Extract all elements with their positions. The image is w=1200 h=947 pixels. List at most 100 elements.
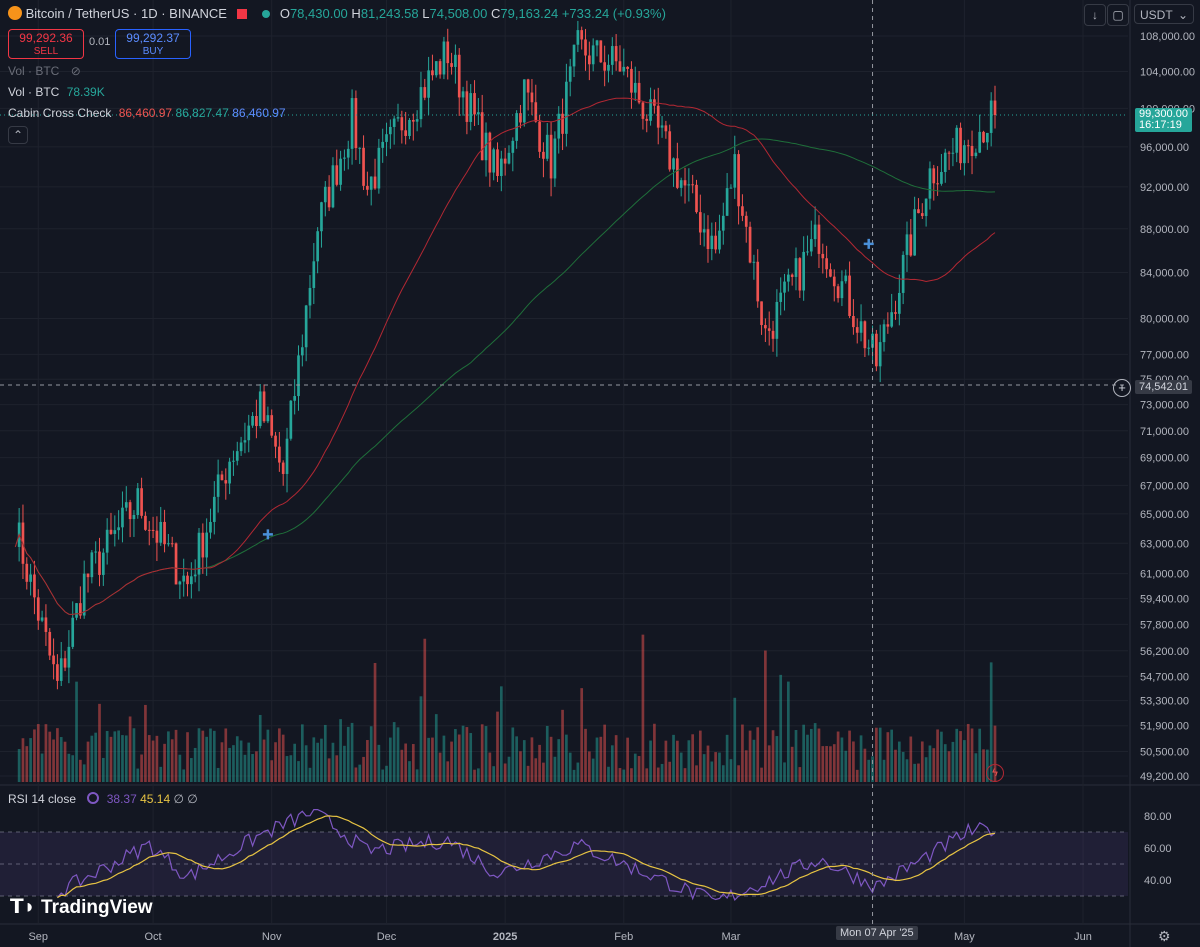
volume-bar — [63, 741, 67, 782]
cabin-value-1: 86,460.97 — [118, 106, 173, 120]
volume-bar — [155, 735, 159, 782]
volume-bar — [599, 736, 603, 782]
candle-body — [381, 141, 385, 148]
volume-bar — [744, 750, 748, 782]
volume-bar — [44, 724, 48, 782]
volume-bar — [668, 761, 672, 782]
volume-bar — [519, 751, 522, 782]
lightning-icon[interactable]: ϟ — [986, 764, 1004, 782]
candle-body — [484, 132, 488, 161]
price-tick-label: 65,000.00 — [1140, 509, 1189, 521]
candle-body — [86, 573, 90, 578]
volume-bar — [304, 745, 308, 782]
candle-body — [44, 617, 48, 632]
volume-bar — [182, 769, 186, 782]
volume-bar — [477, 768, 480, 782]
currency-select[interactable]: USDT ⌄ — [1134, 4, 1194, 24]
volume-bar — [327, 758, 331, 782]
candle-body — [767, 328, 771, 331]
candle-body — [251, 415, 254, 426]
volume-bar — [408, 761, 411, 782]
candle-body — [197, 532, 201, 575]
volume-bar — [492, 766, 496, 782]
candle-body — [415, 119, 419, 122]
cabin-legend[interactable]: Cabin Cross Check 86,460.97 86,827.47 86… — [8, 106, 286, 120]
volume-bar — [281, 734, 285, 782]
volume-bar — [672, 734, 675, 782]
volume-bar — [212, 730, 216, 782]
candle-body — [775, 301, 779, 339]
candle-body — [748, 226, 752, 263]
crosshair-price-badge: 74,542.01 — [1135, 380, 1192, 394]
volume-bar — [725, 734, 729, 782]
volume-bar — [637, 756, 641, 782]
candle-body — [721, 215, 725, 231]
collapse-legend-button[interactable]: ⌃ — [8, 126, 28, 144]
sell-button[interactable]: 99,292.36 SELL — [8, 29, 84, 59]
candle-body — [473, 93, 476, 115]
volume-bar — [917, 763, 920, 782]
rsi-legend[interactable]: RSI 14 close 38.37 45.14 ∅ ∅ — [8, 792, 198, 806]
volume-bar — [270, 760, 274, 782]
settings-gear-icon[interactable]: ⚙ — [1158, 928, 1171, 944]
plus-circle-icon[interactable]: + — [1113, 379, 1131, 397]
volume-bar — [756, 727, 760, 782]
candle-body — [683, 180, 687, 186]
candle-body — [538, 121, 541, 152]
volume-bar — [442, 735, 446, 782]
symbol-header[interactable]: Bitcoin / TetherUS · 1D · BINANCE O78,43… — [8, 6, 666, 21]
change-value: +733.24 (+0.93%) — [561, 6, 666, 21]
download-button[interactable]: ↓ — [1084, 4, 1106, 26]
volume-bar — [496, 711, 499, 782]
volume-bar — [886, 732, 890, 782]
eye-off-icon[interactable]: ⊘ — [70, 64, 81, 78]
rsi-ma-value: 45.14 — [140, 792, 171, 806]
candle-body — [220, 474, 224, 481]
buy-button[interactable]: 99,292.37 BUY — [115, 29, 191, 59]
volume-bar — [255, 751, 258, 782]
volume-bar — [350, 722, 354, 782]
volume-bar — [836, 731, 840, 782]
volume-bar — [17, 749, 21, 782]
volume-bar — [565, 734, 568, 782]
volume-bar — [29, 738, 32, 782]
volume-bar — [538, 744, 541, 782]
vol-hidden-legend[interactable]: Vol · BTC ⊘ — [8, 64, 81, 78]
volume-bar — [920, 741, 924, 782]
candle-body — [358, 147, 362, 149]
candle-body — [656, 105, 660, 128]
open-value: 78,430.00 — [289, 6, 348, 21]
volume-bar — [698, 730, 702, 782]
volume-bar — [404, 743, 407, 782]
candle-body — [201, 532, 205, 558]
candle-body — [970, 145, 974, 157]
flag-icon[interactable] — [236, 9, 247, 19]
volume-bar — [829, 746, 832, 782]
candle-body — [813, 224, 817, 240]
candle-body — [258, 391, 262, 427]
candle-body — [936, 183, 939, 185]
volume-bar — [323, 724, 327, 782]
rsi-axis: 80.00 60.00 40.00 — [1144, 811, 1172, 887]
candle-body — [928, 168, 932, 199]
vol-legend[interactable]: Vol · BTC 78.39K — [8, 85, 105, 99]
volume-bar — [626, 737, 629, 782]
volume-bar — [48, 731, 52, 782]
fullscreen-button[interactable]: ▢ — [1107, 4, 1129, 26]
volume-bar — [105, 730, 109, 782]
candle-body — [48, 631, 52, 656]
volume-bar — [790, 746, 794, 782]
volume-bar — [308, 767, 312, 782]
square-icon: ▢ — [1112, 8, 1124, 22]
volume-bar — [193, 747, 197, 782]
volume-bar — [258, 714, 262, 782]
volume-bar — [396, 727, 400, 782]
candle-body — [668, 131, 672, 170]
candle-body — [610, 46, 614, 65]
volume-bar — [729, 759, 733, 782]
volume-bar — [832, 744, 836, 782]
volume-bar — [251, 753, 254, 782]
candle-body — [101, 552, 105, 575]
candle-body — [423, 87, 427, 98]
